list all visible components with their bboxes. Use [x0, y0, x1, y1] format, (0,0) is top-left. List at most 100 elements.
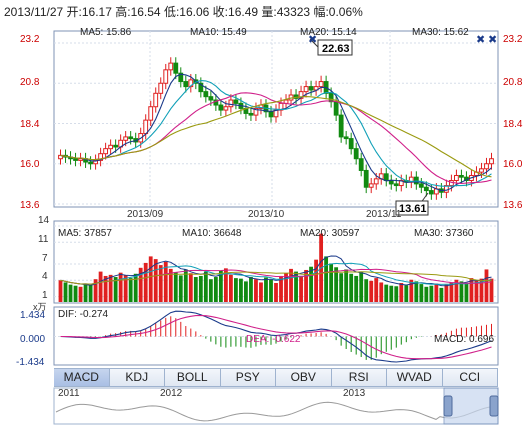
tab-obv[interactable]: OBV	[276, 369, 332, 386]
overview-sparkline	[55, 401, 497, 422]
volume-bar	[399, 283, 404, 302]
volume-ma-lines	[60, 255, 492, 287]
candle-body	[208, 96, 214, 101]
overview-panel-frame	[53, 387, 499, 425]
candle-body	[218, 104, 224, 111]
volume-bar	[218, 270, 223, 302]
price-ytick-left: 23.2	[20, 34, 40, 45]
volume-bar	[83, 283, 88, 302]
candle-body	[328, 92, 334, 103]
tab-psy[interactable]: PSY	[221, 369, 276, 386]
volume-bar	[249, 277, 253, 302]
price-grid	[54, 31, 498, 207]
price-ytick-right: 18.4	[503, 119, 523, 130]
price-xtick: 2013/09	[127, 209, 164, 220]
volume-bar	[188, 273, 193, 302]
macd-ytick: 1.434	[20, 310, 46, 321]
volume-bar	[178, 275, 183, 302]
price-ma20-label: MA20: 15.14	[300, 27, 357, 38]
price-xtick: 2013/11	[366, 209, 402, 220]
candle-body	[308, 86, 314, 91]
volume-bar	[354, 275, 359, 302]
candle-body	[233, 99, 239, 104]
overview-year: 2011	[58, 388, 80, 399]
candle-body	[454, 174, 459, 182]
volume-bar	[58, 280, 63, 302]
volume-bar	[68, 284, 73, 302]
macd-dea-label: DEA: -0.622	[246, 334, 301, 345]
volume-bar	[63, 282, 68, 302]
candle-body	[103, 148, 109, 155]
volume-bar	[198, 275, 203, 302]
tab-macd[interactable]: MACD	[54, 369, 110, 386]
volume-bar	[364, 279, 369, 302]
volume-bar	[299, 276, 303, 302]
candle-body	[123, 136, 129, 141]
volume-bar	[449, 282, 454, 302]
volume-bar	[459, 281, 464, 302]
price-ma-lines	[60, 73, 492, 192]
price-ytick-right: 13.6	[503, 200, 523, 211]
volume-bar	[118, 272, 123, 302]
tab-boll[interactable]: BOLL	[165, 369, 221, 386]
tab-wvad[interactable]: WVAD	[387, 369, 443, 386]
candle-body	[153, 92, 159, 108]
open-value: 16.17	[81, 5, 112, 19]
volume-value: 43323	[276, 5, 311, 19]
price-ytick-left: 16.0	[20, 159, 40, 170]
candle-body	[423, 186, 429, 192]
volume-bar	[133, 273, 138, 302]
candle-body	[353, 148, 359, 160]
volume-panel-frame	[53, 220, 499, 304]
tab-rsi[interactable]: RSI	[332, 369, 387, 386]
volume-bar	[264, 277, 268, 302]
vol-ytick: 7	[42, 253, 48, 264]
candle-body	[373, 178, 379, 185]
volume-bar	[284, 273, 288, 302]
close-label: 收:	[212, 5, 229, 19]
volume-bar	[439, 287, 444, 302]
price-ytick-right: 20.8	[503, 77, 523, 88]
candle-body	[333, 101, 339, 116]
vol-ma30-label: MA30: 37360	[414, 228, 474, 239]
volume-bar	[78, 286, 83, 302]
volume-bar	[274, 283, 278, 302]
candle-body	[418, 183, 424, 188]
high-value: 16.54	[130, 5, 161, 19]
tab-kdj[interactable]: KDJ	[110, 369, 165, 386]
candle-body	[428, 190, 434, 195]
vol-ytick: 1	[42, 290, 48, 301]
volume-bar	[148, 256, 153, 302]
volume-bar	[289, 268, 293, 302]
volume-label: 量:	[261, 5, 277, 19]
overview-year: 2012	[160, 388, 183, 399]
volume-bar	[414, 281, 419, 302]
low-callout-label: 13.61	[399, 203, 427, 215]
vol-ytick: 11	[38, 234, 49, 245]
price-ma5-label: MA5: 15.86	[80, 27, 132, 38]
overview-year: 2013	[343, 388, 366, 399]
volume-bar	[474, 280, 479, 302]
candle-body	[348, 138, 354, 150]
volume-bar	[208, 279, 213, 302]
volume-bar	[404, 285, 409, 302]
volume-bar	[259, 282, 263, 302]
open-label: 开:	[66, 5, 82, 19]
volume-bar	[479, 278, 484, 302]
tab-cci[interactable]: CCI	[443, 369, 498, 386]
price-ytick-left: 18.4	[20, 119, 40, 130]
marker-icon: ✖	[488, 34, 497, 46]
price-ma10-label: MA10: 15.49	[190, 27, 247, 38]
volume-bar	[434, 283, 439, 302]
volume-bar	[344, 269, 349, 302]
macd-dea-line	[60, 314, 492, 360]
quote-header: 2013/11/27 开:16.17 高:16.54 低:16.06 收:16.…	[4, 3, 363, 20]
volume-bar	[469, 278, 474, 302]
volume-bar	[203, 271, 208, 302]
volume-bar	[88, 285, 93, 302]
overview-slider[interactable]	[443, 387, 499, 425]
candle-body	[363, 169, 369, 188]
volume-bar	[444, 284, 449, 302]
volume-bar	[424, 286, 429, 302]
